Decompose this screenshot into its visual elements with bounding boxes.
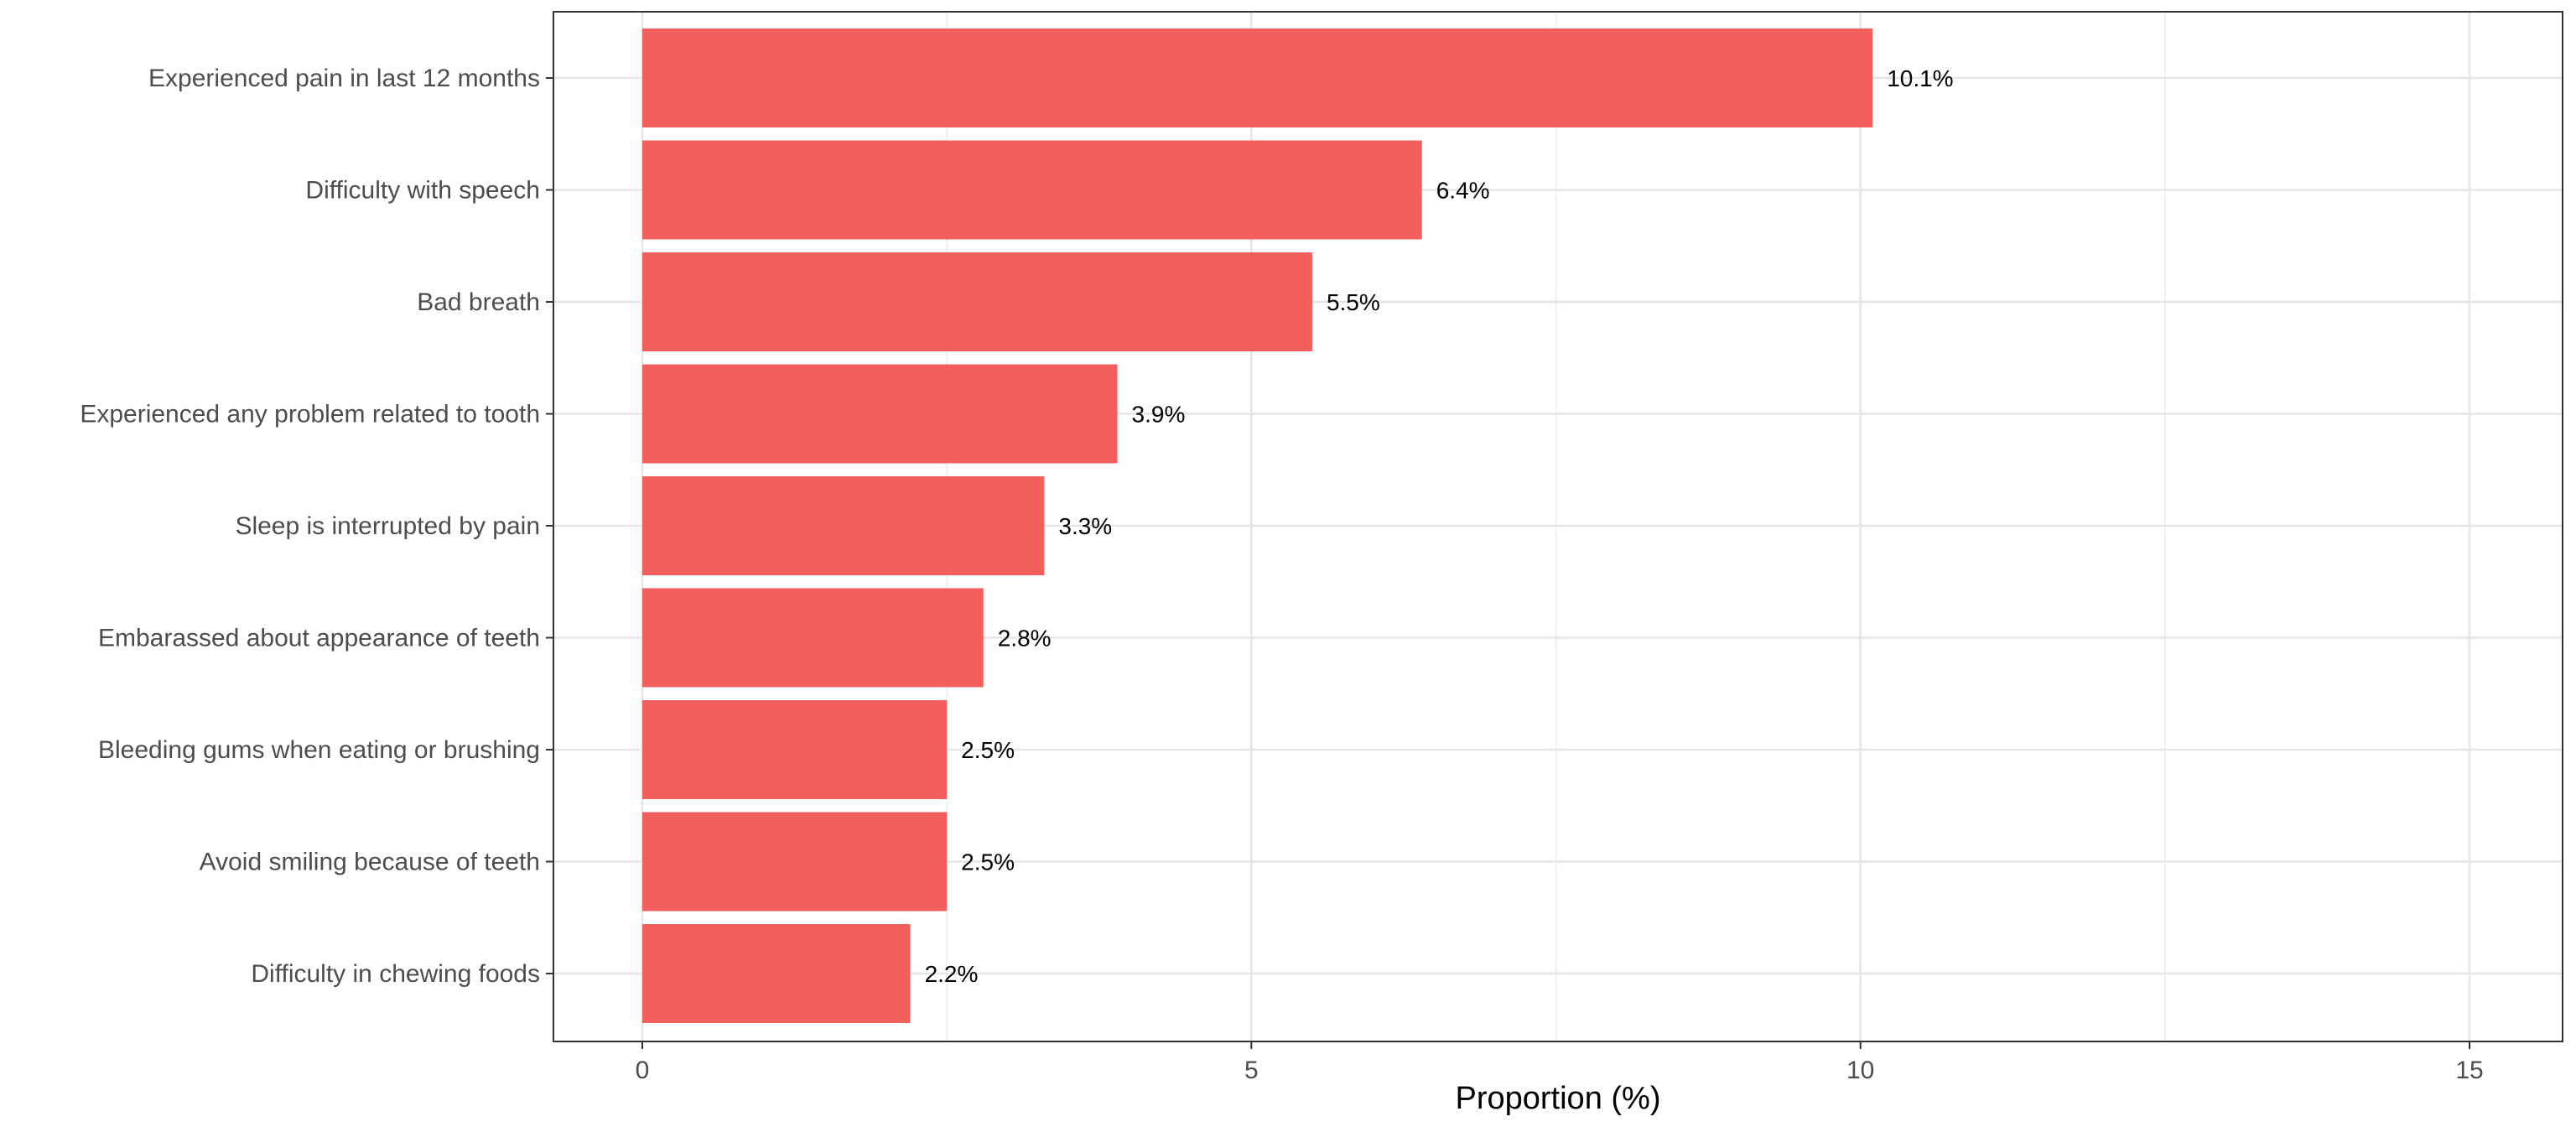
- x-tick-label: 15: [2455, 1057, 2483, 1084]
- data-label: 2.5%: [961, 849, 1015, 875]
- category-label: Avoid smiling because of teeth: [200, 849, 540, 876]
- bar: [642, 588, 984, 688]
- x-tick-label: 5: [1244, 1057, 1259, 1084]
- x-axis-title: Proportion (%): [1456, 1081, 1661, 1116]
- y-axis: Experienced pain in last 12 months Diffic…: [80, 65, 553, 988]
- category-label: Sleep is interrupted by pain: [235, 512, 540, 540]
- data-label: 2.2%: [925, 961, 979, 987]
- category-label: Bleeding gums when eating or brushing: [98, 736, 540, 764]
- bar: [642, 140, 1422, 240]
- data-label: 2.5%: [961, 737, 1015, 763]
- bars: [642, 29, 1873, 1023]
- bar: [642, 364, 1118, 464]
- data-label: 3.9%: [1132, 402, 1186, 428]
- category-label: Experienced pain in last 12 months: [148, 65, 540, 92]
- bar: [642, 29, 1873, 127]
- data-label: 10.1%: [1887, 65, 1953, 91]
- bar: [642, 252, 1312, 351]
- bar: [642, 812, 948, 911]
- data-label: 6.4%: [1436, 178, 1490, 204]
- data-label: 2.8%: [998, 626, 1052, 652]
- category-label: Bad breath: [417, 288, 540, 316]
- data-label: 5.5%: [1327, 289, 1380, 315]
- bar: [642, 700, 948, 799]
- x-tick-label: 10: [1846, 1057, 1874, 1084]
- category-label: Embarassed about appearance of teeth: [98, 625, 540, 652]
- category-label: Difficulty in chewing foods: [251, 960, 540, 988]
- data-label: 3.3%: [1058, 513, 1112, 539]
- category-label: Difficulty with speech: [305, 177, 540, 205]
- bar: [642, 924, 911, 1023]
- x-axis: 0 5 10 15: [636, 1041, 2484, 1084]
- category-label: Experienced any problem related to tooth: [80, 401, 540, 428]
- x-tick-label: 0: [636, 1057, 650, 1084]
- bar: [642, 476, 1045, 575]
- data-labels: 10.1% 6.4% 5.5% 3.9% 3.3% 2.8% 2.5% 2.5% 2.2%: [925, 65, 1954, 987]
